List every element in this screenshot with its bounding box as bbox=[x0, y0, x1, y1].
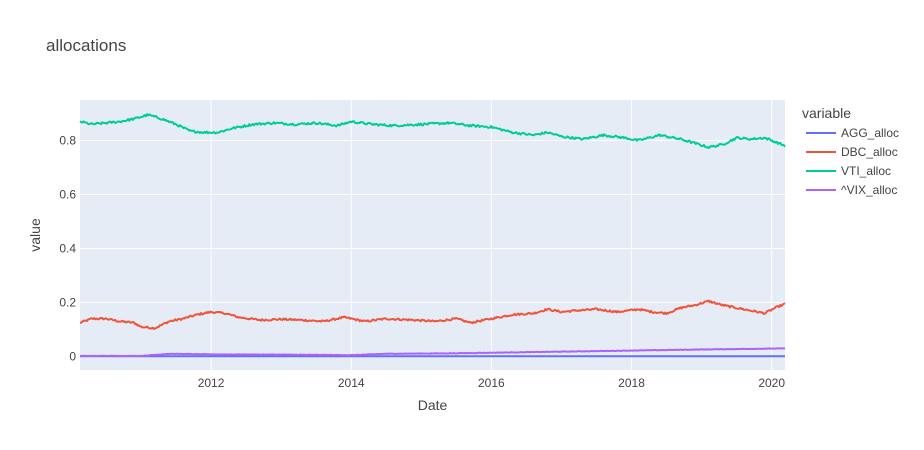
y-tick-label: 0.8 bbox=[59, 134, 76, 148]
x-tick-label: 2020 bbox=[758, 376, 785, 390]
x-tick-label: 2016 bbox=[478, 376, 505, 390]
series-line bbox=[79, 113, 786, 150]
x-tick-label: 2012 bbox=[198, 376, 225, 390]
series-lines bbox=[79, 113, 786, 358]
plot-area bbox=[80, 100, 785, 370]
legend-item-label[interactable]: VTI_alloc bbox=[841, 164, 891, 178]
legend-item-label[interactable]: DBC_alloc bbox=[841, 145, 898, 159]
y-tick-label: 0 bbox=[69, 350, 76, 364]
y-tick-label: 0.2 bbox=[59, 296, 76, 310]
chart-title: allocations bbox=[46, 36, 126, 55]
legend-item-label[interactable]: AGG_alloc bbox=[841, 126, 899, 140]
x-tick-label: 2018 bbox=[618, 376, 645, 390]
y-axis-title: value bbox=[27, 218, 43, 252]
legend: variable AGG_alloc DBC_alloc VTI_alloc ^VIX… bbox=[802, 105, 899, 197]
series-line bbox=[79, 299, 786, 330]
y-tick-label: 0.4 bbox=[59, 242, 76, 256]
legend-item-label[interactable]: ^VIX_alloc bbox=[841, 183, 897, 197]
series-line bbox=[79, 347, 786, 358]
x-tick-label: 2014 bbox=[338, 376, 365, 390]
x-axis-title: Date bbox=[418, 397, 448, 413]
legend-title: variable bbox=[802, 105, 851, 121]
tick-labels: 2012 2014 2016 2018 2020 0 0.2 0.4 0.6 0.8 bbox=[59, 134, 785, 391]
y-tick-label: 0.6 bbox=[59, 188, 76, 202]
